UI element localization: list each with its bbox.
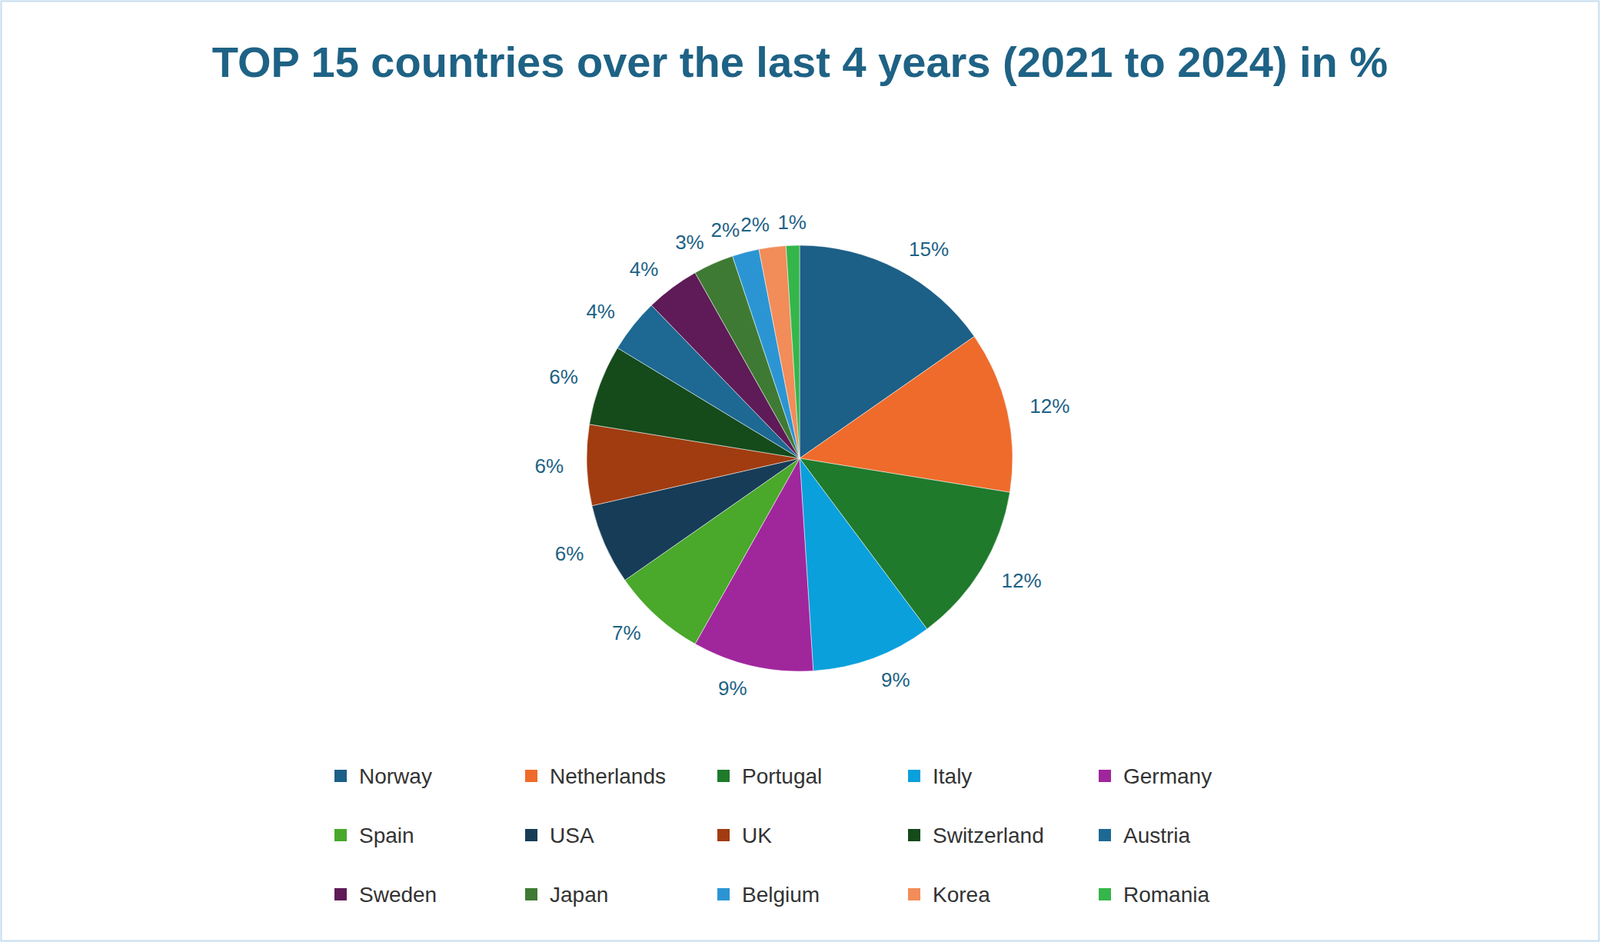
legend-label: Belgium	[741, 882, 820, 907]
legend-swatch	[717, 828, 730, 842]
pie-slice	[799, 458, 928, 671]
data-label: 1%	[777, 210, 807, 234]
legend-swatch	[525, 828, 538, 842]
data-label: 4%	[585, 299, 616, 323]
legend-item: Switzerland	[908, 823, 1045, 848]
data-label: 3%	[675, 230, 705, 254]
data-label: 9%	[718, 676, 748, 700]
legend-label: Korea	[932, 882, 991, 907]
chart: TOP 15 countries over the last 4 years (…	[0, 0, 1600, 942]
legend-swatch	[334, 828, 347, 842]
legend-label: Romania	[1123, 882, 1210, 907]
data-label: 12%	[1029, 394, 1070, 418]
legend-swatch	[908, 888, 921, 901]
legend-label: Germany	[1123, 764, 1212, 789]
data-label: 9%	[881, 668, 911, 692]
legend-label: Austria	[1123, 823, 1191, 848]
legend-item: Netherlands	[525, 764, 666, 789]
legend-item: Belgium	[717, 882, 820, 907]
legend-item: Italy	[908, 764, 972, 789]
data-label: 2%	[740, 212, 770, 237]
legend-item: Norway	[334, 764, 433, 789]
chart-title: TOP 15 countries over the last 4 years (…	[212, 37, 1388, 87]
legend-label: Sweden	[359, 882, 437, 907]
pie-slice	[785, 245, 800, 459]
data-label: 6%	[535, 454, 565, 478]
legend-swatch	[1098, 888, 1112, 901]
data-labels: 15%12%12%9%9%7%6%6%6%4%4%3%2%2%1%	[535, 210, 1071, 700]
legend-label: Norway	[359, 764, 433, 789]
pie-slice	[758, 246, 800, 459]
legend-label: Japan	[549, 882, 609, 907]
chart-frame	[1, 1, 1600, 942]
legend-item: Germany	[1098, 764, 1212, 789]
legend-swatch	[717, 769, 730, 782]
legend-swatch	[525, 888, 538, 901]
legend-label: Portugal	[741, 764, 822, 789]
legend-swatch	[908, 769, 921, 782]
legend-swatch	[1098, 828, 1112, 842]
legend-swatch	[908, 828, 921, 842]
data-label: 2%	[711, 218, 741, 242]
legend-item: Korea	[908, 882, 991, 907]
data-label: 12%	[1001, 568, 1042, 593]
data-label: 6%	[548, 365, 579, 389]
legend-label: Netherlands	[549, 764, 666, 789]
legend-swatch	[525, 769, 538, 782]
legend: Norway Netherlands Portugal Italy Germany Spa…	[334, 764, 1212, 907]
legend-item: Sweden	[334, 882, 437, 907]
pie	[586, 245, 1013, 672]
legend-item: Spain	[334, 823, 415, 848]
legend-label: Italy	[932, 764, 972, 789]
legend-item: UK	[717, 823, 772, 848]
legend-item: Austria	[1098, 823, 1191, 848]
legend-item: Japan	[525, 882, 609, 907]
legend-label: Switzerland	[932, 823, 1045, 848]
legend-swatch	[334, 769, 347, 782]
legend-item: Portugal	[717, 764, 822, 789]
legend-label: Spain	[359, 823, 415, 848]
legend-item: USA	[525, 823, 595, 848]
data-label: 7%	[612, 621, 642, 645]
legend-swatch	[717, 888, 730, 901]
legend-label: USA	[549, 823, 595, 848]
data-label: 15%	[908, 237, 949, 261]
legend-swatch	[334, 888, 347, 901]
legend-label: UK	[741, 823, 772, 848]
legend-item: Romania	[1098, 882, 1210, 907]
legend-swatch	[1098, 769, 1112, 782]
data-label: 4%	[629, 257, 659, 281]
data-label: 6%	[555, 542, 585, 566]
